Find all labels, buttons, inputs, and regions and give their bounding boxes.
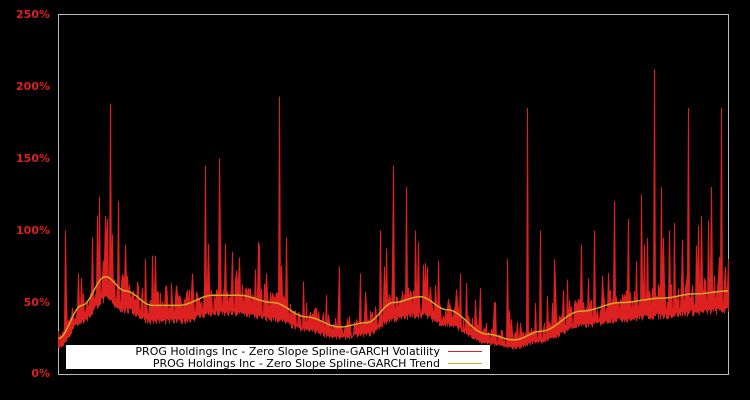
volatility-line <box>58 69 729 347</box>
chart-legend: PROG Holdings Inc - Zero Slope Spline-GA… <box>66 344 490 370</box>
y-tick-200: 200% <box>16 80 50 93</box>
legend-swatch-volatility <box>448 350 482 352</box>
y-tick-150: 150% <box>16 152 50 165</box>
trend-line <box>58 275 729 341</box>
legend-label-volatility: PROG Holdings Inc - Zero Slope Spline-GA… <box>135 344 440 358</box>
y-tick-50: 50% <box>23 296 50 309</box>
legend-item-trend: PROG Holdings Inc - Zero Slope Spline-GA… <box>152 356 482 370</box>
y-tick-250: 250% <box>16 8 50 21</box>
y-tick-100: 100% <box>16 224 50 237</box>
y-tick-0: 0% <box>31 367 50 380</box>
legend-swatch-trend <box>448 362 482 364</box>
legend-item-volatility: PROG Holdings Inc - Zero Slope Spline-GA… <box>135 344 482 358</box>
legend-label-trend: PROG Holdings Inc - Zero Slope Spline-GA… <box>152 356 440 370</box>
